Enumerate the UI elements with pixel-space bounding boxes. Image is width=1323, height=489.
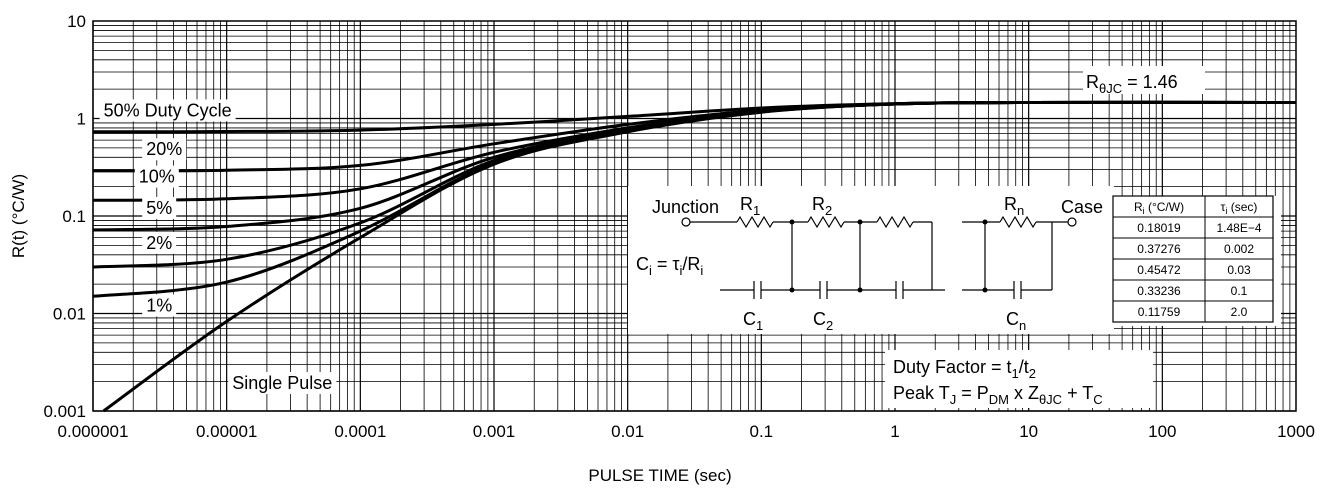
duty-factor-note: Duty Factor = t1/t2 Peak TJ = PDM x ZθJC… xyxy=(885,350,1153,408)
table-cell: 0.1 xyxy=(1231,284,1248,298)
junction-label: Junction xyxy=(652,197,719,217)
table-cell: 0.18019 xyxy=(1137,221,1181,235)
x-tick-label: 100 xyxy=(1148,422,1176,441)
y-tick-label: 0.001 xyxy=(43,402,86,421)
table-cell: 1.48E−4 xyxy=(1216,221,1261,235)
series-labels: 50% Duty Cycle 20% 10% 5% 2% 1% Single Pulse xyxy=(99,99,337,395)
x-tick-label: 0.00001 xyxy=(196,422,257,441)
rn-label: Rn xyxy=(1004,194,1024,218)
y-tick-label: 1 xyxy=(77,110,86,129)
x-tick-label: 0.1 xyxy=(750,422,774,441)
y-tick-label: 0.01 xyxy=(53,305,86,324)
resistor-r2 xyxy=(807,215,845,229)
peak-tj-text: Peak TJ = PDM x ZθJC + TC xyxy=(893,383,1103,407)
x-axis-ticks: 0.000001 0.00001 0.0001 0.001 0.01 0.1 1 10 100 1… xyxy=(58,422,1315,441)
table-cell: 2.0 xyxy=(1231,305,1248,319)
rc-parameters-table: Ri (°C/W) τi (sec) 0.18019 1.48E−4 0.37276 0.… xyxy=(1112,195,1281,326)
rc-network-inset: Junction Case R1 R2 Rn C1 C2 Cn Ci = τi/… xyxy=(628,186,1114,334)
r1-label: R1 xyxy=(740,194,760,218)
series-label: 10% xyxy=(139,167,175,187)
x-tick-label: 1 xyxy=(890,422,899,441)
x-tick-label: 0.001 xyxy=(473,422,516,441)
c1-label: C1 xyxy=(743,309,763,333)
x-tick-label: 0.01 xyxy=(611,422,644,441)
ci-formula: Ci = τi/Ri xyxy=(636,254,703,278)
x-tick-label: 1000 xyxy=(1277,422,1315,441)
series-lines xyxy=(92,100,1297,413)
case-terminal xyxy=(1067,217,1077,227)
rthjc-annotation: RθJC = 1.46 xyxy=(1083,66,1205,96)
x-tick-label: 0.000001 xyxy=(58,422,129,441)
table-cell: 0.11759 xyxy=(1138,305,1181,319)
y-axis-ticks: 10 1 0.1 0.01 0.001 xyxy=(43,12,86,421)
series-label: Single Pulse xyxy=(232,373,332,393)
series-label: 1% xyxy=(146,295,172,315)
r2-label: R2 xyxy=(812,194,832,218)
resistor-r3 xyxy=(876,215,914,229)
series-label: 20% xyxy=(146,139,182,159)
duty-factor-text: Duty Factor = t1/t2 xyxy=(893,357,1036,381)
table-header: Ri (°C/W) xyxy=(1134,200,1184,216)
table-cell: 0.37276 xyxy=(1137,242,1181,256)
table-cell: 0.45472 xyxy=(1137,263,1181,277)
series-label: 2% xyxy=(146,233,172,253)
series-line xyxy=(102,100,1297,413)
c2-label: C2 xyxy=(813,309,833,333)
y-tick-label: 10 xyxy=(67,12,86,31)
table-cell: 0.33236 xyxy=(1137,284,1181,298)
plot-frame xyxy=(92,20,1297,412)
x-tick-label: 10 xyxy=(1019,422,1038,441)
cn-label: Cn xyxy=(1006,309,1026,333)
table-cell: 0.002 xyxy=(1224,242,1254,256)
case-label: Case xyxy=(1061,197,1103,217)
table-header: τi (sec) xyxy=(1221,200,1258,216)
circuit-schematic xyxy=(681,215,1077,299)
y-tick-label: 0.1 xyxy=(62,207,86,226)
series-label: 5% xyxy=(146,198,172,218)
x-axis-title: PULSE TIME (sec) xyxy=(588,466,731,485)
y-axis-title: R(t) (°C/W) xyxy=(9,174,28,258)
series-line xyxy=(92,100,1297,202)
junction-terminal xyxy=(681,217,691,227)
x-tick-label: 0.0001 xyxy=(334,422,386,441)
series-label: 50% Duty Cycle xyxy=(104,100,232,120)
table-cell: 0.03 xyxy=(1227,263,1251,277)
resistor-rn xyxy=(999,215,1037,229)
rthjc-label: RθJC = 1.46 xyxy=(1086,72,1178,96)
resistor-r1 xyxy=(736,215,774,229)
